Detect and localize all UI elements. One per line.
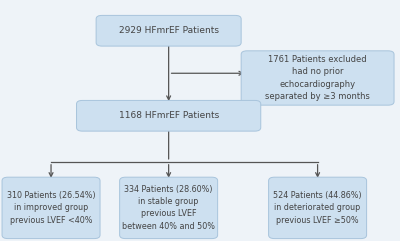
Text: 2929 HFmrEF Patients: 2929 HFmrEF Patients — [119, 26, 219, 35]
Text: 524 Patients (44.86%)
in deteriorated group
previous LVEF ≥50%: 524 Patients (44.86%) in deteriorated gr… — [273, 191, 362, 225]
FancyBboxPatch shape — [269, 177, 367, 239]
FancyBboxPatch shape — [76, 100, 261, 131]
FancyBboxPatch shape — [96, 15, 241, 46]
FancyBboxPatch shape — [2, 177, 100, 239]
FancyBboxPatch shape — [120, 177, 218, 239]
Text: 310 Patients (26.54%)
in improved group
previous LVEF <40%: 310 Patients (26.54%) in improved group … — [7, 191, 95, 225]
Text: 1168 HFmrEF Patients: 1168 HFmrEF Patients — [118, 111, 219, 120]
Text: 334 Patients (28.60%)
in stable group
previous LVEF
between 40% and 50%: 334 Patients (28.60%) in stable group pr… — [122, 185, 215, 231]
FancyBboxPatch shape — [241, 51, 394, 105]
Text: 1761 Patients excluded
had no prior
echocardiography
separated by ≥3 months: 1761 Patients excluded had no prior echo… — [265, 55, 370, 101]
